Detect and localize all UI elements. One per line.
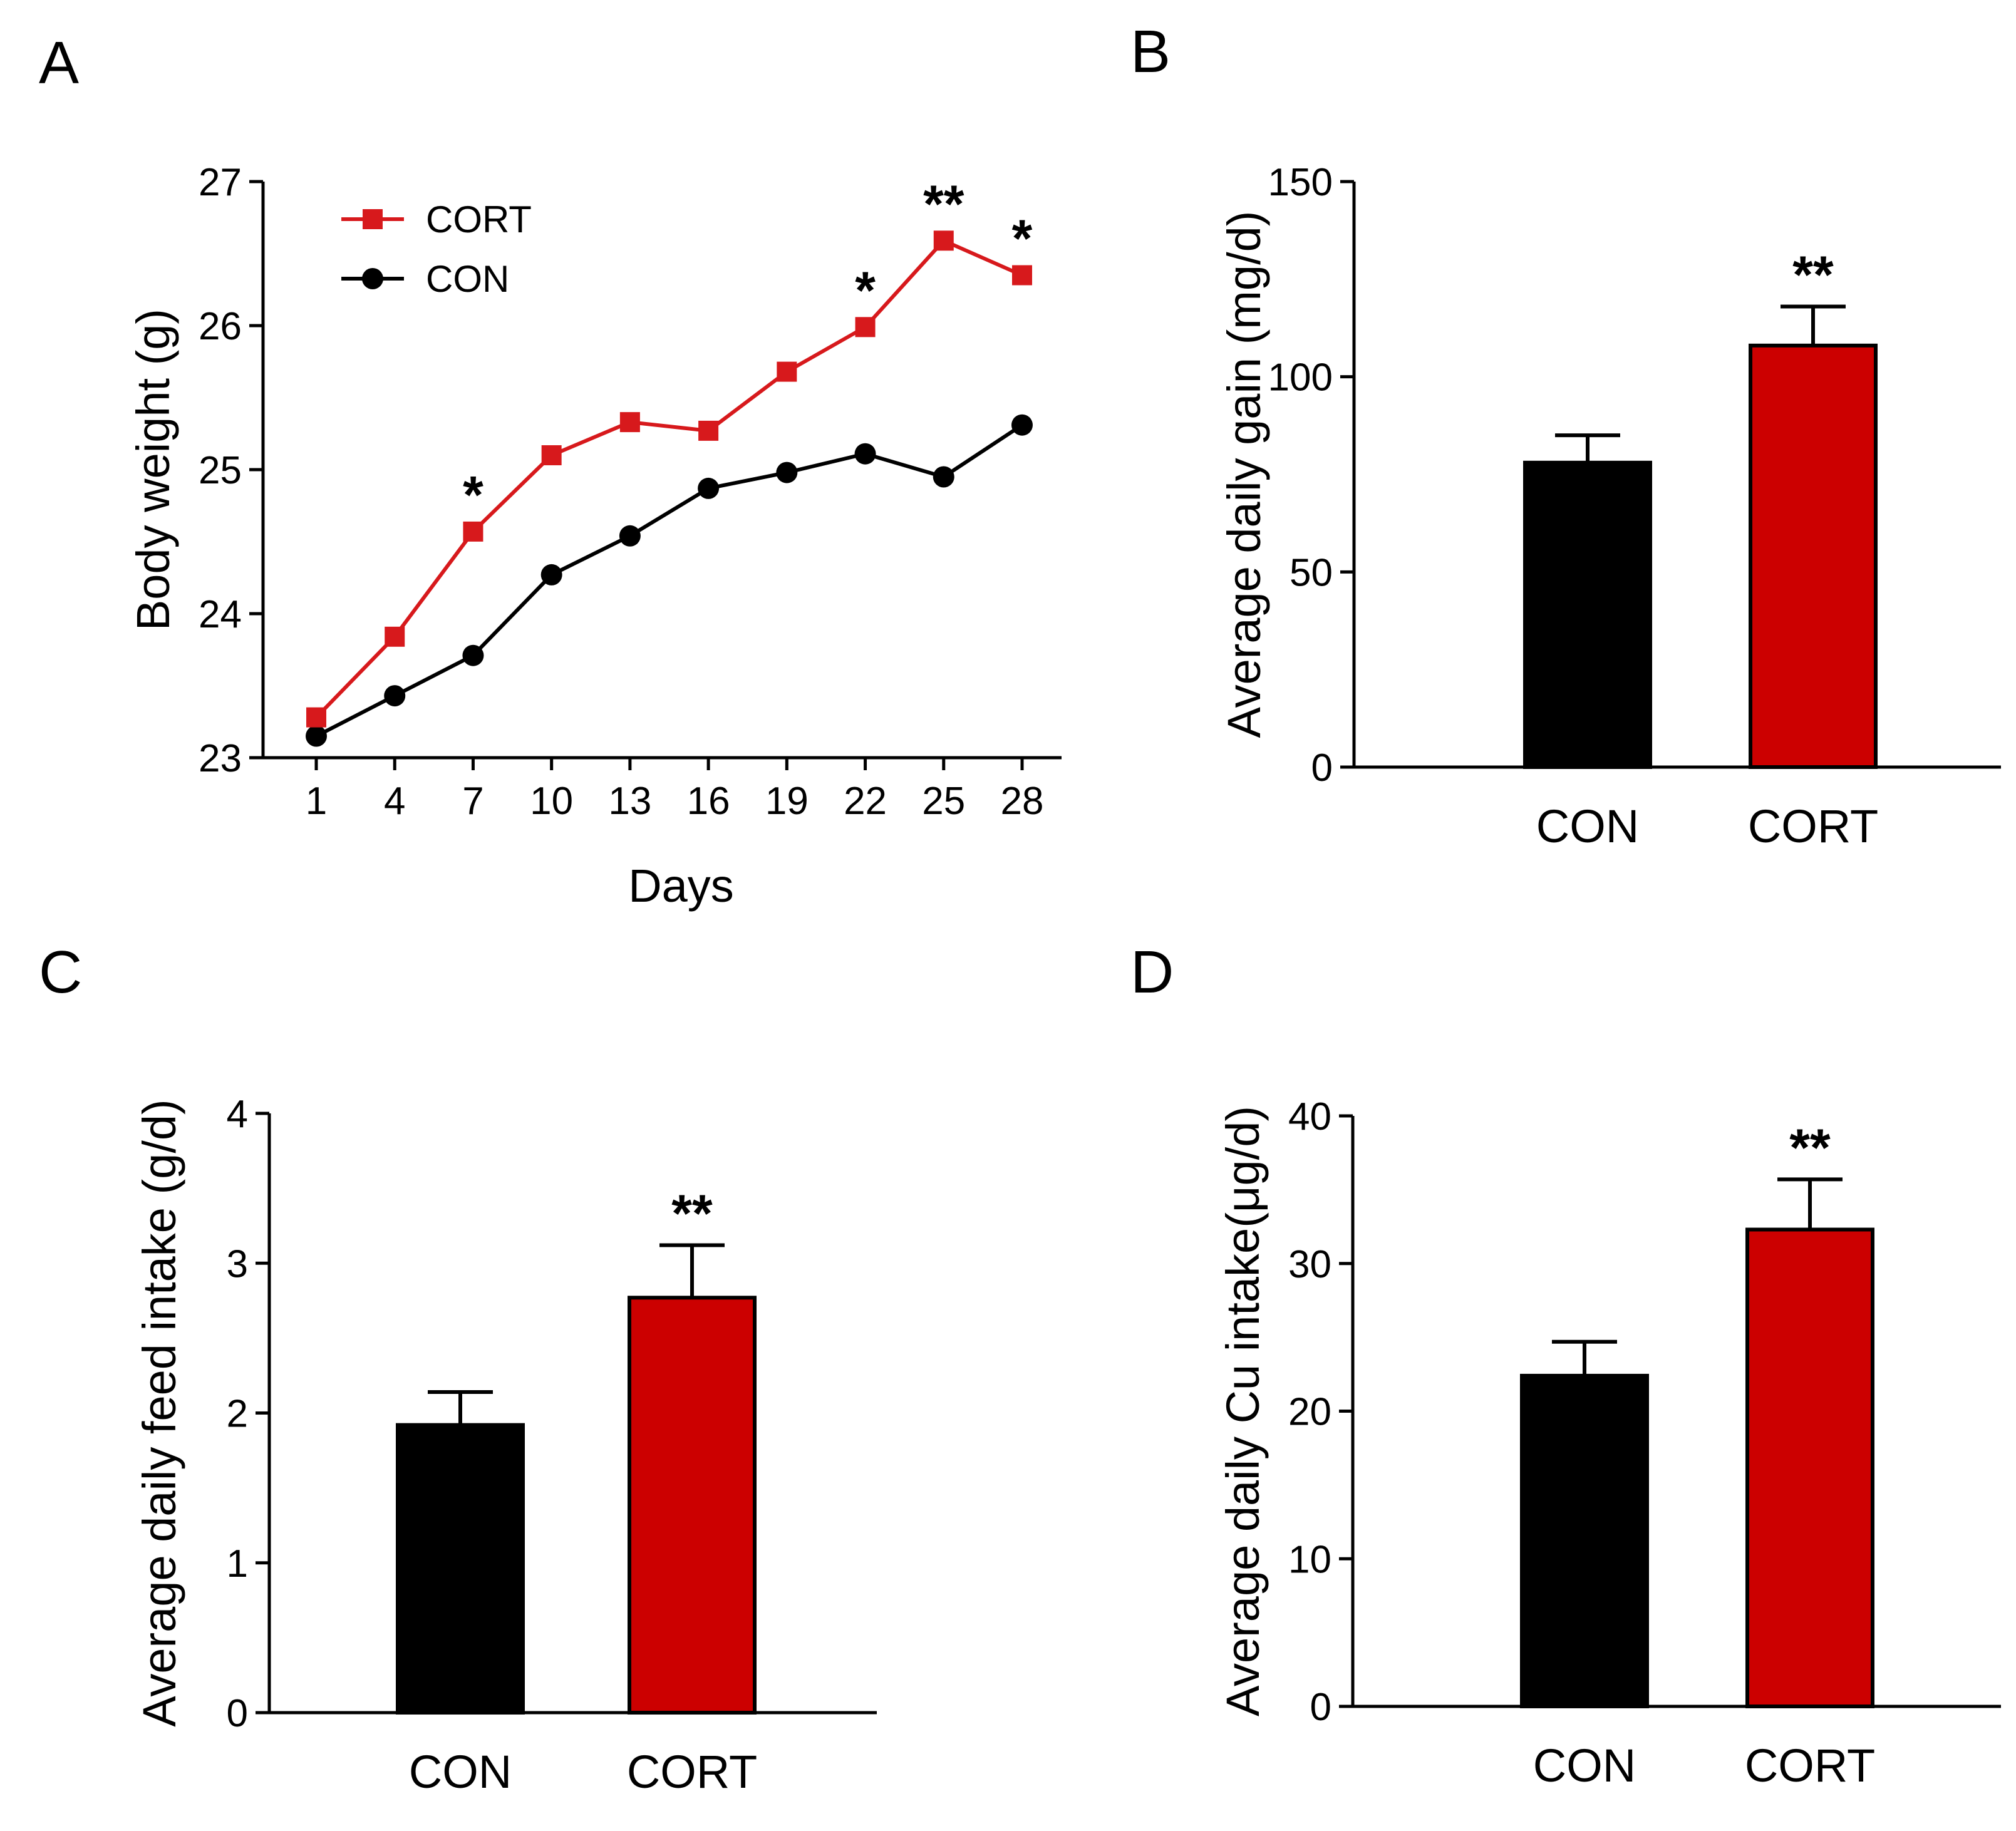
y-tick-label: 26 xyxy=(199,305,242,348)
legend-marker-con xyxy=(362,268,383,289)
data-point-con xyxy=(540,564,562,585)
y-tick-label: 50 xyxy=(1290,551,1333,594)
data-point-con xyxy=(776,462,798,483)
data-point-cort xyxy=(777,361,797,382)
y-tick-label: 150 xyxy=(1268,161,1333,204)
y-tick-label: 23 xyxy=(199,737,242,780)
y-tick-label: 30 xyxy=(1288,1243,1331,1286)
panel-d-bar-chart: 0 10 20 30 40 Average daily Cu intake(μg/d) CO… xyxy=(1217,1095,2001,1792)
x-category-label: CORT xyxy=(627,1746,757,1798)
y-tick-label: 24 xyxy=(199,593,242,636)
x-tick-label: 13 xyxy=(608,780,651,823)
series-line-cort xyxy=(314,238,1023,719)
y-axis-title: Average daily feed intake (g/d) xyxy=(133,1099,185,1726)
data-point-con xyxy=(384,685,406,707)
y-tick-label: 2 xyxy=(227,1393,248,1436)
y-tick-label: 1 xyxy=(227,1542,248,1586)
data-point-con xyxy=(1011,414,1033,436)
data-point-cort xyxy=(619,412,640,433)
legend-marker-cort xyxy=(363,209,383,229)
bar-con xyxy=(1523,460,1652,769)
bar-con xyxy=(1520,1373,1649,1708)
y-tick-label: 27 xyxy=(199,161,242,204)
series-line-con xyxy=(315,423,1023,738)
y-tick-label: 20 xyxy=(1288,1391,1331,1434)
bar-cort xyxy=(1745,1227,1874,1708)
data-point-con xyxy=(698,477,720,499)
y-axis-title: Average daily Cu intake(μg/d) xyxy=(1217,1106,1269,1716)
data-point-con xyxy=(854,443,876,465)
y-tick-label: 100 xyxy=(1268,356,1333,400)
x-tick-label: 7 xyxy=(462,780,483,823)
x-tick-label: 1 xyxy=(306,780,327,823)
x-tick-label: 22 xyxy=(844,780,887,823)
data-point-con xyxy=(933,466,954,488)
panel-c-bar-chart: 0 1 2 3 4 Average daily feed intake (g/d) CON C… xyxy=(133,1093,877,1798)
x-category-label: CORT xyxy=(1745,1740,1875,1792)
x-category-label: CON xyxy=(1533,1740,1636,1792)
data-point-cort xyxy=(933,230,954,251)
y-tick-label: 0 xyxy=(1311,746,1333,790)
data-point-cort xyxy=(385,626,405,647)
data-point-cort xyxy=(541,445,562,465)
significance-marker: ** xyxy=(1789,1118,1831,1177)
y-tick-label: 10 xyxy=(1288,1538,1331,1581)
y-tick-label: 25 xyxy=(199,449,242,492)
significance-marker: ** xyxy=(923,174,964,233)
data-point-cort xyxy=(463,521,483,542)
y-tick-label: 3 xyxy=(227,1242,248,1286)
y-axis-title: Average daily gain (mg/d) xyxy=(1218,211,1270,738)
x-tick-label: 28 xyxy=(1001,780,1044,823)
y-tick-label: 4 xyxy=(227,1093,248,1136)
data-point-con xyxy=(462,644,484,666)
bar-cort xyxy=(1749,343,1878,769)
x-tick-label: 19 xyxy=(765,780,809,823)
x-tick-label: 16 xyxy=(687,780,730,823)
data-point-cort xyxy=(855,317,876,338)
data-point-cort xyxy=(698,420,719,441)
significance-marker: * xyxy=(1012,209,1033,268)
y-axis-title: Body weight (g) xyxy=(127,309,179,631)
bar-con xyxy=(396,1423,525,1715)
y-tick-label: 40 xyxy=(1288,1095,1331,1138)
x-axis-title: Days xyxy=(628,860,734,912)
x-category-label: CON xyxy=(1536,800,1639,852)
panel-label-b: B xyxy=(1130,18,1171,85)
panel-label-c: C xyxy=(39,939,82,1006)
data-point-cort xyxy=(306,707,326,728)
y-tick-label: 0 xyxy=(1310,1686,1331,1729)
legend-label-con: CON xyxy=(426,258,509,300)
significance-marker: * xyxy=(855,260,876,319)
data-point-con xyxy=(306,725,327,747)
panel-label-a: A xyxy=(39,29,79,96)
y-tick-label: 0 xyxy=(227,1692,248,1735)
panel-a-line-chart: 23 24 25 26 27 Body weight (g) 1 4 7 10 13 16 19 22 25… xyxy=(127,161,1062,912)
x-tick-label: 4 xyxy=(384,780,405,823)
significance-marker: ** xyxy=(1792,245,1834,304)
panel-b-bar-chart: 0 50 100 150 Average daily gain (mg/d) CON COR… xyxy=(1218,161,2001,852)
x-category-label: CORT xyxy=(1748,800,1878,852)
panel-label-d: D xyxy=(1130,939,1174,1006)
x-tick-label: 25 xyxy=(922,780,965,823)
significance-marker: * xyxy=(463,465,483,524)
data-point-cort xyxy=(1012,265,1032,286)
x-category-label: CON xyxy=(409,1746,512,1798)
x-tick-label: 10 xyxy=(530,780,573,823)
legend-label-cort: CORT xyxy=(426,199,532,240)
bar-cort xyxy=(628,1296,757,1715)
significance-marker: ** xyxy=(671,1184,713,1243)
data-point-con xyxy=(619,525,641,547)
